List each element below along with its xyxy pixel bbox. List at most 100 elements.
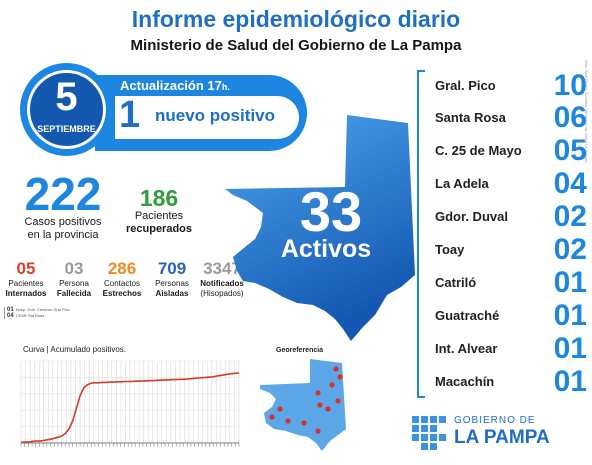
georeference-title: Georeferencia <box>276 347 324 354</box>
city-name: Toay <box>435 242 465 257</box>
city-value: 10 <box>553 69 587 102</box>
stat-fallecidos: 03 Persona Fallecida <box>52 259 96 299</box>
city-item: Macachín 01 <box>435 365 589 398</box>
side-note: Gob. Web Redes Sociales. Ministerio de S… <box>584 60 589 163</box>
case-marker <box>315 428 321 434</box>
date-month: SEPTIEMBRE <box>37 124 96 134</box>
total-recovered-value: 186 <box>139 185 179 211</box>
logo-mark-icon <box>412 416 446 450</box>
total-positives-label-1: Casos positivos <box>24 216 102 228</box>
city-name: La Adela <box>435 176 489 191</box>
georeference-shape <box>260 359 346 451</box>
stat-value: 709 <box>157 259 187 278</box>
city-item: Santa Rosa 06 <box>435 101 589 134</box>
case-marker <box>315 390 321 396</box>
gobierno-logo: GOBIERNO DE LA PAMPA <box>410 412 590 456</box>
city-item: Guatraché 01 <box>435 299 589 332</box>
case-marker <box>269 414 275 420</box>
case-marker <box>337 374 343 380</box>
stat-label: Personas <box>155 279 189 288</box>
total-recovered-label-2: recuperados <box>125 223 193 235</box>
case-marker <box>285 418 291 424</box>
note-count: 04 <box>7 313 14 319</box>
stat-aislados: 709 Personas Aisladas <box>149 259 195 299</box>
city-item: Gdor. Duval 02 <box>435 200 589 233</box>
note-text: CEAR Sta Rosa <box>15 313 45 318</box>
city-value: 04 <box>553 167 587 200</box>
hospital-note: 04 CEAR Sta Rosa <box>4 313 124 319</box>
case-marker <box>301 420 307 426</box>
logo-line-1: GOBIERNO DE <box>454 415 536 426</box>
georeference-map <box>260 359 346 451</box>
update-time: Actualización 17h. <box>120 78 230 93</box>
stat-value: 286 <box>107 259 137 278</box>
stat-label: Notificados <box>200 279 244 288</box>
chart-svg <box>20 360 240 447</box>
city-name: Gral. Pico <box>435 78 496 93</box>
stat-contactos: 286 Contactos Estrechos <box>98 259 146 299</box>
city-name: Guatraché <box>435 308 500 323</box>
chart-title: Curva | Acumulado positivos. <box>23 345 127 354</box>
city-name: Macachín <box>435 374 495 389</box>
stat-internados: 05 Pacientes Internados <box>4 259 48 299</box>
city-value: 02 <box>553 200 587 233</box>
small-stats: 05 Pacientes Internados 03 Persona Falle… <box>4 259 248 305</box>
city-item: Gral. Pico 10 <box>435 69 589 102</box>
city-value: 05 <box>553 134 587 167</box>
stat-label: Fallecida <box>56 289 92 298</box>
city-item: Toay 02 <box>435 233 589 266</box>
case-marker <box>325 406 331 412</box>
note-text: Hosp. Gob. Centeno Gral Pico <box>15 307 70 312</box>
date-day: 5 <box>55 75 78 119</box>
stat-label: Persona <box>59 279 89 288</box>
case-marker <box>277 406 283 412</box>
date-badge: 5 SEPTIEMBRE <box>20 63 113 156</box>
stat-value: 03 <box>64 259 84 278</box>
city-value: 01 <box>553 299 587 332</box>
city-name: Santa Rosa <box>435 110 506 125</box>
city-item: Int. Alvear 01 <box>435 332 589 365</box>
stat-label: Aisladas <box>155 289 189 298</box>
city-value: 02 <box>553 233 587 266</box>
date-circle: 5 SEPTIEMBRE <box>27 70 106 149</box>
stat-label: (Hisopados) <box>200 289 244 298</box>
page-subtitle: Ministerio de Salud del Gobierno de La P… <box>130 37 462 54</box>
province-map <box>225 115 420 345</box>
new-positive-label: nuevo positivo <box>155 106 275 125</box>
city-value: 01 <box>553 332 587 365</box>
total-recovered: 186 Pacientes recuperados <box>112 186 206 236</box>
stat-notificados: 3347 Notificados (Hisopados) <box>196 259 248 299</box>
hospital-notes: 01 Hosp. Gob. Centeno Gral Pico 04 CEAR St… <box>4 307 124 319</box>
city-item: La Adela 04 <box>435 167 589 200</box>
case-marker <box>329 382 335 388</box>
stat-value: 05 <box>16 259 36 278</box>
city-item: Catriló 01 <box>435 266 589 299</box>
total-positives: 222 Casos positivos en la provincia <box>18 171 108 242</box>
logo-line-2: LA PAMPA <box>454 427 550 448</box>
update-suffix: h. <box>221 82 230 92</box>
update-label: Actualización 17 <box>120 78 222 93</box>
list-bracket <box>417 70 425 398</box>
city-item: C. 25 de Mayo 05 <box>435 134 589 167</box>
chart-series-line <box>20 372 240 444</box>
update-banner: Actualización 17h. 1 nuevo positivo <box>95 75 307 151</box>
city-name: Int. Alvear <box>435 341 498 356</box>
new-positive-box: 1 nuevo positivo <box>115 94 299 139</box>
cumulative-chart: Curva | Acumulado positivos. <box>13 345 245 463</box>
city-name: Catriló <box>435 275 477 290</box>
stat-label: Estrechos <box>102 289 142 298</box>
active-label: Activos <box>280 235 372 263</box>
stat-label: Contactos <box>103 279 141 288</box>
new-positive-count: 1 <box>119 94 141 136</box>
province-map-shape <box>225 115 415 341</box>
city-list: Gral. Pico 10 Santa Rosa 06 C. 25 de Mayo 0… <box>417 69 589 398</box>
case-marker <box>317 402 323 408</box>
city-name: Gdor. Duval <box>435 209 508 224</box>
georeference-panel: Georeferencia <box>258 347 358 455</box>
total-positives-label-2: en la provincia <box>27 229 99 241</box>
stat-value: 3347 <box>203 259 241 278</box>
stat-label: Pacientes <box>8 279 44 288</box>
city-value: 06 <box>553 101 587 134</box>
note-count: 01 <box>7 307 14 313</box>
city-value: 01 <box>553 365 587 398</box>
